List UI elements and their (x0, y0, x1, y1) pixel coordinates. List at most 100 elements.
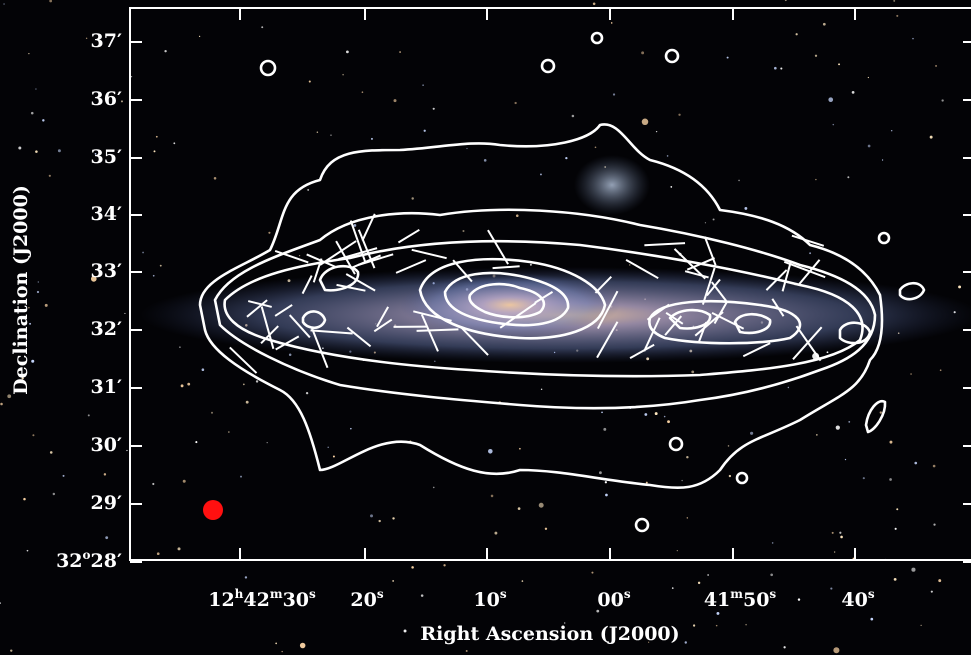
star (10, 649, 13, 652)
tick-label: 31′ (91, 376, 122, 398)
star (242, 383, 245, 386)
star (738, 179, 740, 182)
star (594, 146, 597, 149)
star (831, 531, 834, 534)
contour (664, 48, 680, 64)
vector (710, 281, 727, 302)
star (316, 131, 319, 133)
tick-label: 32o28′ (56, 548, 122, 573)
star (94, 153, 97, 155)
tick-label: 41m50s (704, 587, 777, 612)
star (592, 2, 596, 6)
star (521, 580, 524, 582)
star (617, 602, 620, 606)
star (692, 624, 696, 627)
star (814, 54, 818, 57)
star (879, 411, 882, 414)
star (941, 99, 944, 102)
contour (318, 264, 360, 292)
star (103, 473, 107, 476)
plot-frame (129, 7, 971, 561)
vector (319, 240, 357, 266)
tick-label: 10s (473, 587, 506, 612)
contour (898, 281, 926, 301)
star (833, 647, 840, 654)
tick-label-part: 32′ (91, 318, 122, 340)
vector (703, 236, 717, 266)
star (288, 353, 292, 357)
star (393, 99, 397, 103)
star (862, 477, 865, 480)
tick-label: 00s (597, 587, 630, 612)
tick-label-sup: s (769, 587, 776, 601)
star (177, 547, 181, 551)
contour (877, 231, 891, 245)
contour (213, 208, 877, 410)
star (605, 493, 608, 497)
star (544, 527, 548, 531)
star (771, 542, 774, 544)
star (830, 587, 833, 590)
star (726, 56, 729, 59)
star (654, 412, 658, 416)
star (663, 415, 666, 418)
star (211, 411, 214, 414)
tick-label-sup: s (309, 587, 316, 601)
star (346, 50, 349, 54)
tick-label-sup: s (868, 587, 875, 601)
star (28, 307, 30, 309)
galaxy-core (400, 273, 620, 337)
vector (306, 253, 337, 268)
star (36, 290, 40, 294)
vector (288, 314, 311, 339)
star (920, 624, 922, 627)
tick-label-part: 30 (283, 589, 309, 611)
star (867, 76, 869, 79)
star (126, 449, 128, 452)
star (911, 567, 916, 572)
vector (596, 290, 619, 330)
vector (416, 328, 459, 332)
star (610, 22, 613, 24)
star (958, 285, 962, 289)
star (370, 514, 374, 518)
polarization-vectors (229, 213, 826, 374)
y-axis-label: Declination (J2000) (10, 185, 32, 395)
star (57, 149, 61, 153)
contour (668, 436, 684, 452)
star (142, 251, 144, 254)
star (914, 461, 918, 465)
star (159, 264, 162, 267)
tick-label-sup: m (270, 587, 283, 601)
tick-label-part: 34′ (91, 203, 122, 225)
star (716, 611, 720, 615)
star (153, 150, 156, 153)
vector (349, 220, 367, 263)
star (182, 479, 186, 483)
vector (771, 298, 785, 317)
star (697, 581, 701, 585)
star (483, 159, 487, 162)
star (935, 64, 937, 67)
star (120, 100, 123, 103)
star (678, 113, 681, 116)
star (889, 440, 893, 444)
vector (247, 300, 272, 308)
tick-label-sup: s (500, 587, 507, 601)
star (838, 63, 841, 66)
star (910, 373, 912, 375)
star (783, 646, 786, 649)
tick-label-part: 10 (473, 589, 499, 611)
star (515, 214, 519, 217)
star (840, 535, 843, 539)
star (152, 482, 155, 486)
star (399, 51, 402, 53)
star (327, 446, 329, 448)
tick-label: 20s (350, 587, 383, 612)
star (299, 642, 306, 649)
star (130, 76, 133, 78)
vector (711, 311, 745, 330)
tick-label: 40s (841, 587, 874, 612)
contour (838, 321, 872, 345)
contour (198, 123, 884, 490)
